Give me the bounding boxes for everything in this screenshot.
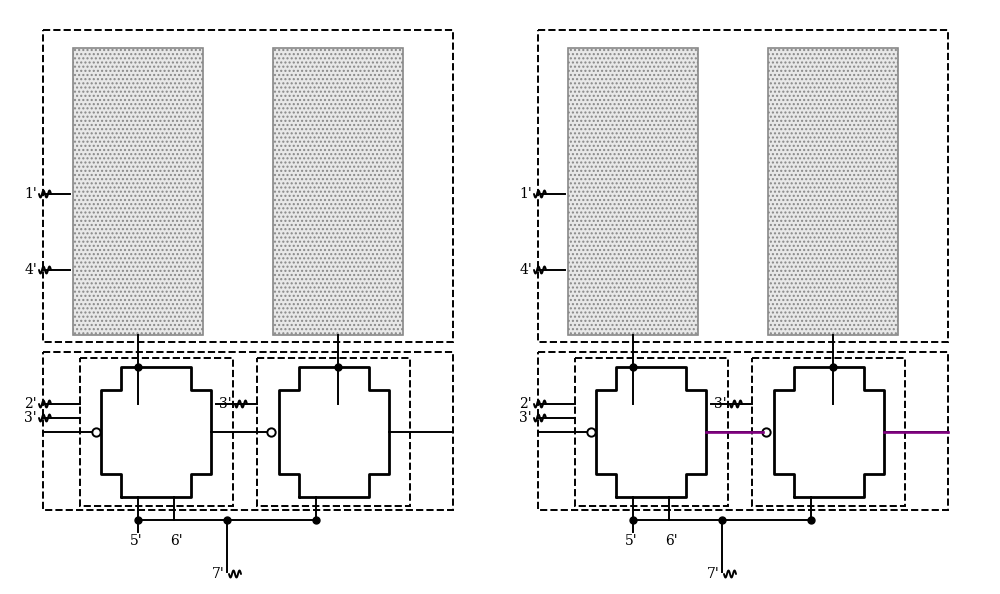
Bar	[768, 48, 898, 335]
Text: 1': 1'	[519, 187, 532, 201]
Text: 3': 3'	[519, 411, 532, 425]
Bar	[752, 358, 905, 506]
Text: 2': 2'	[519, 397, 532, 411]
Text: 5': 5'	[130, 534, 142, 548]
Text: 6': 6'	[170, 534, 182, 548]
Text: 2': 2'	[24, 397, 37, 411]
Text: 4': 4'	[519, 263, 532, 277]
Bar	[568, 48, 698, 335]
Bar	[538, 352, 948, 510]
Bar	[575, 358, 728, 506]
Bar	[538, 30, 948, 342]
Text: 7': 7'	[707, 567, 720, 581]
Text: 5': 5'	[625, 534, 637, 548]
Bar	[43, 30, 453, 342]
Text: 4': 4'	[24, 263, 37, 277]
Text: 6': 6'	[665, 534, 677, 548]
Text: 7': 7'	[212, 567, 225, 581]
Text: 3': 3'	[219, 397, 232, 411]
Bar	[80, 358, 233, 506]
Text: 3': 3'	[24, 411, 37, 425]
Bar	[43, 352, 453, 510]
Bar	[257, 358, 410, 506]
Bar	[73, 48, 203, 335]
Bar	[273, 48, 403, 335]
Text: 3': 3'	[714, 397, 727, 411]
Text: 1': 1'	[24, 187, 37, 201]
